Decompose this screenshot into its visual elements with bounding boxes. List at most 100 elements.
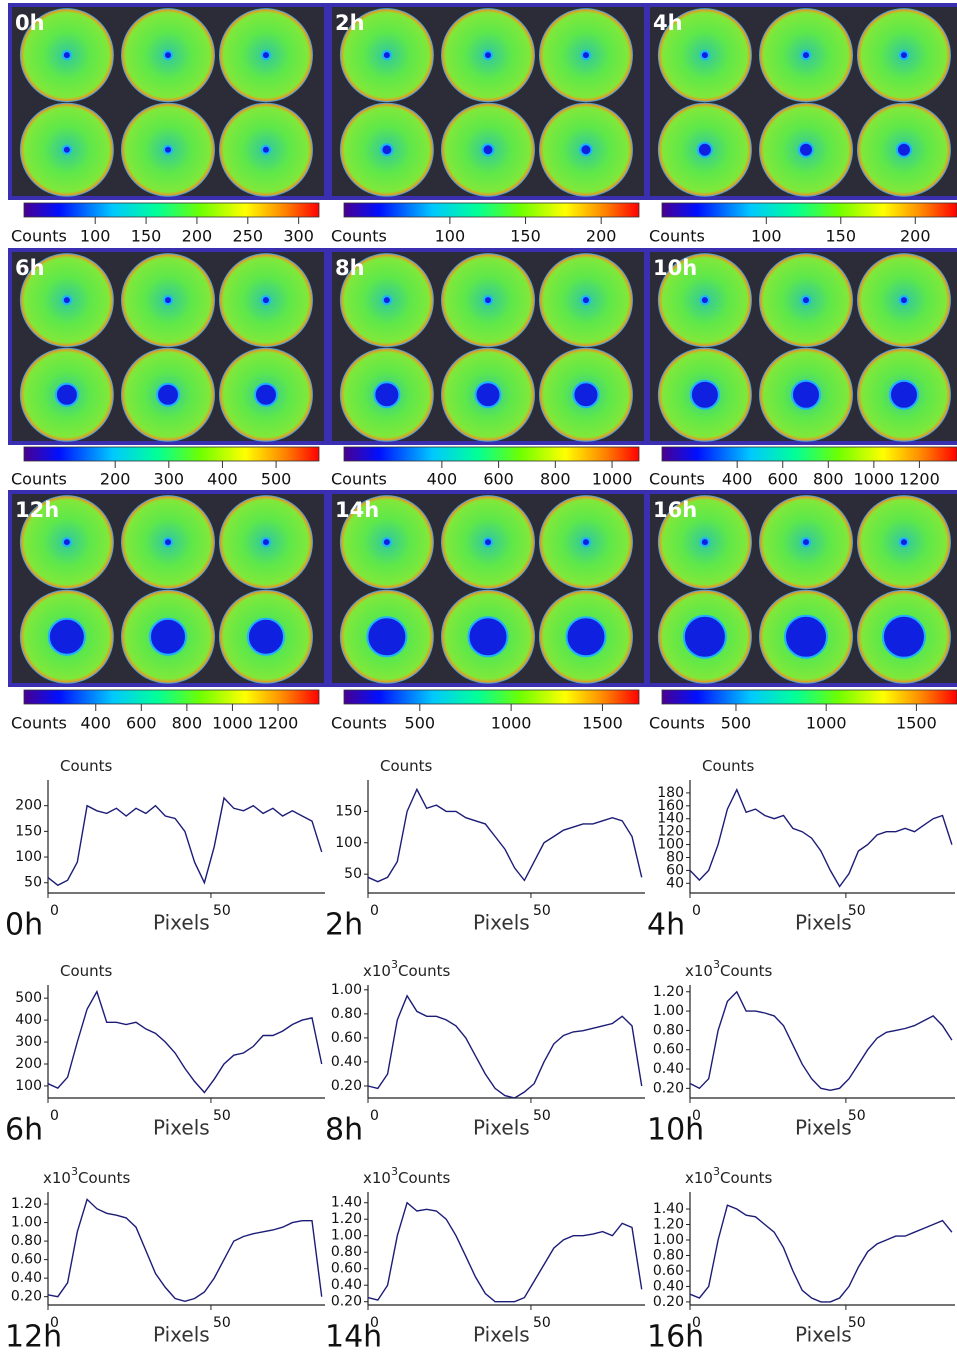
y-tick-label: 200	[15, 1056, 42, 1072]
data-line	[367, 787, 643, 883]
y-tick-label: 0.80	[331, 1244, 362, 1260]
colorbar-tick-label: 200	[100, 470, 131, 489]
colorbar-label: Counts	[331, 227, 387, 246]
well-center	[580, 50, 591, 61]
well-center	[580, 537, 591, 548]
colorbar-tick-label: 400	[427, 470, 458, 489]
well-center	[784, 614, 828, 659]
x-tick-label: 50	[213, 903, 231, 919]
colorbar-tick-label: 600	[767, 470, 798, 489]
colorbar-tick-label: 1500	[582, 714, 623, 733]
x-tick-label: 0	[50, 1315, 59, 1331]
y-tick-label: 0.80	[653, 1247, 684, 1263]
colorbar	[343, 446, 640, 462]
time-label: 10h	[647, 1113, 704, 1148]
y-tick-label: 0.40	[653, 1061, 684, 1077]
colorbar-tick-label: 250	[233, 227, 264, 246]
y-tick-label: 100	[15, 1078, 42, 1094]
colorbar-label: Counts	[11, 470, 67, 489]
well-center	[689, 379, 720, 410]
well-center	[156, 382, 180, 407]
colorbar-tick-label: 200	[182, 227, 213, 246]
colorbar-tick-label: 150	[510, 227, 541, 246]
data-line	[689, 990, 953, 1092]
colorbar	[23, 689, 320, 705]
y-label-text: Counts	[78, 1169, 131, 1187]
well-center	[61, 537, 72, 548]
y-tick-label: 400	[15, 1012, 42, 1028]
time-label: 10h	[653, 256, 697, 280]
x-axis-label: Pixels	[473, 911, 530, 935]
well-center	[791, 379, 821, 410]
y-tick-label: 0.80	[653, 1022, 684, 1038]
colorbar-tick-label: 400	[722, 470, 753, 489]
y-tick-label: 0.40	[331, 1054, 362, 1070]
colorbar-tick-label: 100	[435, 227, 466, 246]
well-center	[481, 143, 495, 157]
y-label-exponent: 3	[71, 1165, 78, 1178]
well-center	[580, 295, 591, 306]
well-center	[260, 295, 271, 306]
well-center	[163, 144, 173, 155]
well-center	[54, 382, 79, 407]
x-tick-label: 0	[50, 1108, 59, 1124]
colorbar-tick-label: 400	[80, 714, 111, 733]
colorbar	[661, 689, 957, 705]
y-tick-label: 0.40	[11, 1270, 42, 1286]
y-axis-label: x103Counts	[363, 1165, 451, 1187]
colorbar-tick-label: 1200	[899, 470, 940, 489]
time-label: 8h	[335, 256, 365, 280]
y-tick-label: 1.20	[331, 1211, 362, 1227]
well-center	[381, 50, 392, 61]
well-center	[699, 295, 710, 306]
y-label-prefix: x10	[43, 1169, 71, 1187]
time-label: 2h	[335, 11, 365, 35]
colorbar-label: Counts	[649, 227, 705, 246]
time-label: 0h	[5, 908, 43, 943]
x-tick-label: 50	[848, 1315, 866, 1331]
well-center	[699, 537, 710, 548]
x-tick-label: 50	[533, 1315, 551, 1331]
time-label: 14h	[325, 1320, 382, 1355]
y-tick-label: 150	[335, 803, 362, 819]
x-tick-label: 0	[692, 1108, 701, 1124]
colorbar	[23, 446, 320, 462]
y-label-prefix: x10	[363, 962, 391, 980]
well-center	[898, 537, 909, 548]
time-label: 0h	[15, 11, 45, 35]
y-tick-label: 0.60	[653, 1042, 684, 1058]
well-center	[699, 50, 710, 61]
well-center	[898, 50, 909, 61]
well-center	[373, 381, 401, 409]
y-label-text: Counts	[380, 757, 433, 775]
data-line	[367, 994, 643, 1099]
well-center	[801, 295, 811, 306]
y-tick-label: 1.40	[331, 1195, 362, 1211]
colorbar-tick-label: 800	[813, 470, 844, 489]
x-axis-label: Pixels	[473, 1323, 530, 1347]
well-center	[898, 295, 909, 306]
y-axis-label: Counts	[380, 757, 433, 775]
y-tick-label: 100	[657, 837, 684, 853]
colorbar-tick-label: 1000	[592, 470, 633, 489]
y-axis-label: Counts	[702, 757, 755, 775]
y-tick-label: 0.60	[331, 1261, 362, 1277]
y-tick-label: 1.40	[653, 1201, 684, 1217]
x-axis-label: Pixels	[153, 911, 210, 935]
well-center	[380, 143, 394, 157]
y-label-prefix: x10	[363, 1169, 391, 1187]
colorbar-tick-label: 1500	[896, 714, 937, 733]
colorbar-tick-label: 200	[900, 227, 931, 246]
colorbar-tick-label: 100	[751, 227, 782, 246]
y-axis-label: x103Counts	[685, 958, 773, 980]
y-label-exponent: 3	[391, 958, 398, 971]
y-tick-label: 0.20	[11, 1289, 42, 1305]
data-line	[47, 796, 323, 887]
well-center	[260, 50, 271, 61]
y-tick-label: 180	[657, 785, 684, 801]
y-tick-label: 0.80	[11, 1233, 42, 1249]
colorbar-tick-label: 1000	[806, 714, 847, 733]
y-tick-label: 1.20	[653, 1217, 684, 1233]
y-tick-label: 0.40	[653, 1278, 684, 1294]
